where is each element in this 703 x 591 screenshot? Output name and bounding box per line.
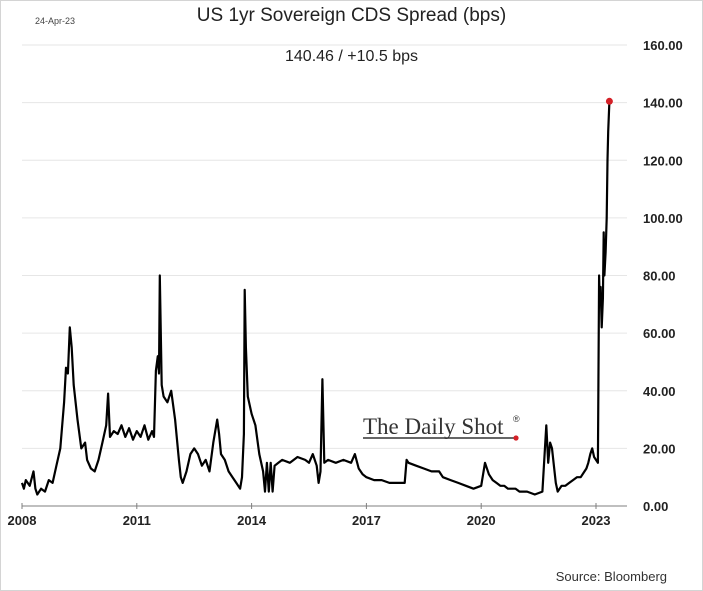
y-tick-label: 0.00: [643, 499, 668, 514]
gridlines: [22, 44, 627, 449]
chart-date: 24-Apr-23: [35, 16, 76, 26]
daily-shot-watermark: The Daily Shot ®: [363, 414, 520, 441]
x-tick-label: 2011: [123, 513, 151, 528]
y-tick-label: 40.00: [643, 384, 676, 399]
x-tick-label: 2017: [352, 513, 381, 528]
x-tick-label: 2020: [467, 513, 496, 528]
x-tick-label: 2008: [8, 513, 37, 528]
x-axis: 2008 2011 2014 2017 2020 2023: [8, 503, 627, 528]
y-tick-label: 160.00: [643, 38, 683, 53]
y-tick-label: 100.00: [643, 211, 683, 226]
x-tick-label: 2023: [582, 513, 611, 528]
y-tick-label: 80.00: [643, 269, 676, 284]
y-tick-label: 120.00: [643, 153, 683, 168]
y-tick-label: 140.00: [643, 96, 683, 111]
chart-subtitle: 140.46 / +10.5 bps: [285, 48, 418, 65]
chart-title: US 1yr Sovereign CDS Spread (bps): [196, 5, 507, 26]
registered-mark: ®: [513, 414, 520, 424]
series-group: [20, 97, 613, 496]
series-line: [20, 101, 611, 496]
last-value-marker: [605, 97, 613, 105]
watermark-text: The Daily Shot: [363, 414, 504, 439]
x-tick-label: 2014: [237, 513, 267, 528]
source-note: Source: Bloomberg: [555, 569, 667, 584]
watermark-dot: [513, 435, 519, 441]
y-tick-label: 20.00: [643, 441, 676, 456]
y-tick-label: 60.00: [643, 326, 676, 341]
y-axis-labels: 0.00 20.00 40.00 60.00 80.00 100.00 120.00 140.…: [643, 38, 683, 514]
